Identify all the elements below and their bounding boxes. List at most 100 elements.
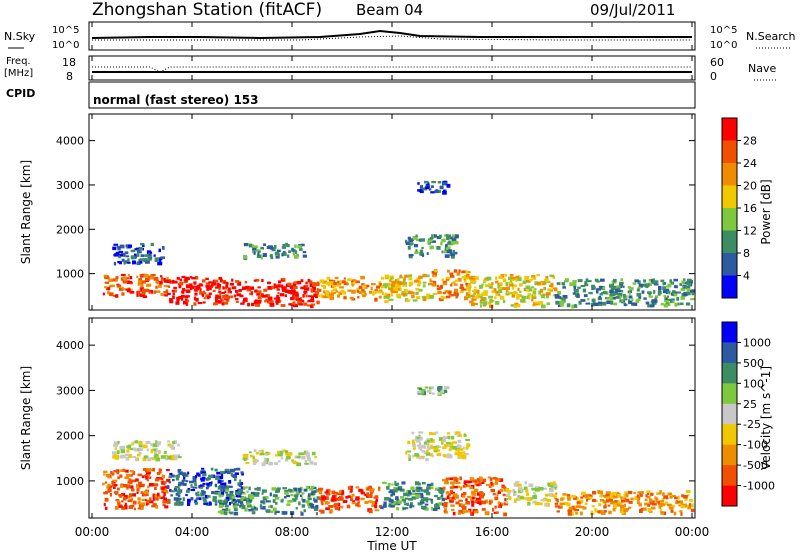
velocity-cell xyxy=(503,512,507,517)
power-cell xyxy=(329,296,335,300)
velocity-cell xyxy=(438,445,442,448)
power-cell xyxy=(176,296,180,301)
velocity-cell xyxy=(132,455,136,458)
velocity-cell xyxy=(242,492,246,495)
power-cell xyxy=(213,302,218,306)
power-cell xyxy=(155,285,158,289)
velocity-cell xyxy=(172,478,175,482)
velocity-cell xyxy=(465,484,471,488)
power-cell xyxy=(459,286,465,289)
velocity-cell xyxy=(253,449,257,452)
velocity-cell xyxy=(241,503,244,507)
power-cell xyxy=(140,280,146,284)
velocity-cell xyxy=(444,497,448,501)
velocity-cell xyxy=(124,504,128,509)
velocity-cell xyxy=(106,485,111,489)
velocity-cell xyxy=(204,494,209,499)
velocity-cell xyxy=(455,501,460,505)
velocity-cell xyxy=(416,489,421,493)
velocity-blob xyxy=(442,476,509,517)
velocity-cell xyxy=(686,490,691,494)
power-cell xyxy=(300,286,305,290)
power-cell xyxy=(357,295,360,299)
power-cell xyxy=(167,285,171,288)
velocity-cell xyxy=(113,470,118,473)
velocity-cell xyxy=(196,497,201,500)
power-cell xyxy=(253,300,259,304)
power-cell xyxy=(669,279,672,283)
velocity-cell xyxy=(565,493,569,497)
power-cell xyxy=(308,295,313,298)
velocity-cell xyxy=(218,499,222,504)
velocity-cell xyxy=(452,511,456,516)
power-cell xyxy=(449,240,455,245)
power-cell xyxy=(531,275,536,278)
power-cell xyxy=(478,295,483,298)
power-cell xyxy=(288,303,293,306)
power-cell xyxy=(498,289,503,293)
velocity-cell xyxy=(121,445,126,449)
velocity-cell xyxy=(490,489,495,493)
power-cell xyxy=(559,296,562,300)
power-cell xyxy=(429,280,433,283)
velocity-cell xyxy=(502,485,505,488)
velocity-cell xyxy=(311,451,316,456)
velocity-cell xyxy=(215,476,220,480)
velocity-cell xyxy=(478,481,481,485)
velocity-cell xyxy=(528,483,534,488)
power-cell xyxy=(444,290,449,293)
velocity-ytick-label: 4000 xyxy=(56,339,84,352)
power-cell xyxy=(403,288,408,293)
velocity-cell xyxy=(284,490,288,494)
power-cell xyxy=(562,286,566,289)
power-cell xyxy=(597,297,602,301)
velocity-cell xyxy=(271,487,277,491)
velocity-cell xyxy=(214,491,219,495)
velocity-cell xyxy=(214,499,218,503)
velocity-cell xyxy=(103,470,108,473)
velocity-cell xyxy=(671,504,675,508)
velocity-cell xyxy=(136,491,139,494)
velocity-cell xyxy=(437,449,440,452)
power-cell xyxy=(113,243,119,246)
velocity-cell xyxy=(244,507,248,512)
power-cell xyxy=(472,280,477,283)
velocity-cell xyxy=(605,491,611,495)
power-cell xyxy=(298,303,304,306)
velocity-cell xyxy=(655,492,658,495)
velocity-cell xyxy=(369,488,375,491)
power-cell xyxy=(206,284,210,288)
power-cell xyxy=(390,290,395,294)
power-cell xyxy=(450,253,455,257)
velocity-cell xyxy=(611,492,614,496)
power-cell xyxy=(405,239,408,244)
power-cell xyxy=(296,293,299,296)
power-cell xyxy=(127,261,131,264)
power-cell xyxy=(188,283,193,287)
power-cell xyxy=(691,293,695,296)
power-cell xyxy=(117,247,121,251)
power-cell xyxy=(685,302,691,306)
power-cell xyxy=(184,276,190,280)
velocity-cell xyxy=(300,452,305,456)
power-cell xyxy=(114,253,119,257)
power-cell xyxy=(372,292,375,296)
velocity-cell xyxy=(202,482,206,485)
velocity-cell xyxy=(146,499,151,502)
velocity-cell xyxy=(220,488,223,493)
power-cell xyxy=(442,296,447,299)
power-cell xyxy=(342,280,346,283)
velocity-cell xyxy=(226,493,231,496)
velocity-cell xyxy=(136,489,140,492)
velocity-cell xyxy=(465,439,470,441)
velocity-cell xyxy=(659,490,662,493)
velocity-cell xyxy=(138,504,143,508)
velocity-cell xyxy=(327,489,331,493)
power-cell xyxy=(144,288,149,293)
velocity-cell xyxy=(469,477,475,481)
velocity-cell xyxy=(272,507,277,512)
velocity-cell xyxy=(400,496,405,499)
velocity-cell xyxy=(126,445,129,449)
power-cell xyxy=(226,281,229,286)
velocity-cell xyxy=(426,483,432,487)
